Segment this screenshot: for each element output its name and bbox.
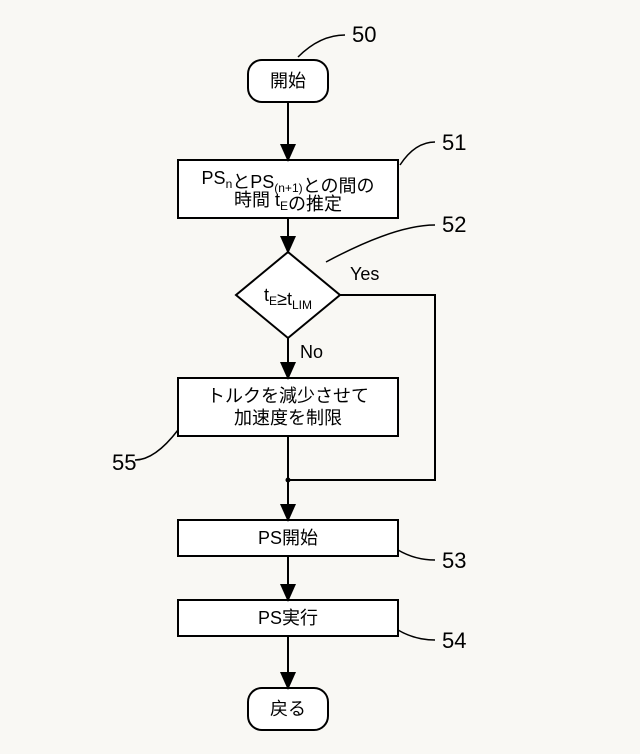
svg-text:50: 50 — [352, 22, 376, 47]
svg-text:53: 53 — [442, 548, 466, 573]
flowchart-canvas: 開始50PSnとPS(n+1)との間の時間 tEの推定51tE≥tLIM52トル… — [0, 0, 640, 754]
svg-text:52: 52 — [442, 212, 466, 237]
svg-text:トルクを減少させて: トルクを減少させて — [207, 386, 369, 406]
svg-text:PS実行: PS実行 — [258, 608, 318, 628]
svg-text:戻る: 戻る — [270, 699, 306, 719]
svg-text:No: No — [300, 342, 323, 362]
svg-text:55: 55 — [112, 450, 136, 475]
svg-text:Yes: Yes — [350, 264, 379, 284]
svg-text:PS開始: PS開始 — [258, 528, 318, 548]
svg-text:加速度を制限: 加速度を制限 — [234, 408, 342, 428]
svg-text:開始: 開始 — [270, 71, 306, 91]
svg-text:51: 51 — [442, 130, 466, 155]
svg-text:54: 54 — [442, 628, 466, 653]
